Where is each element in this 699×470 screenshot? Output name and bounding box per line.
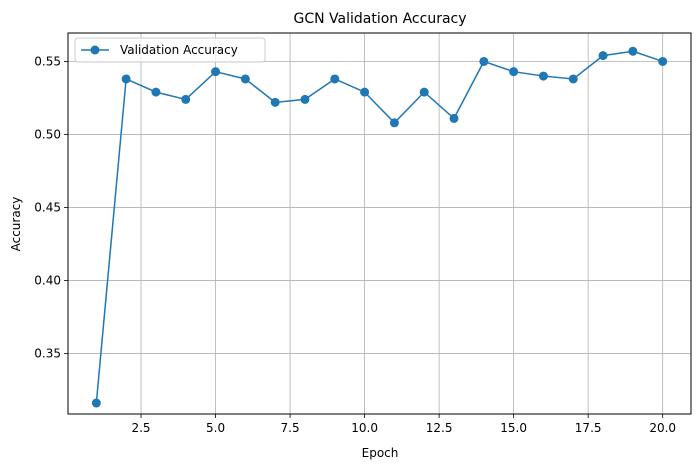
- y-tick-label: 0.50: [34, 127, 61, 141]
- data-point: [270, 97, 280, 107]
- data-point: [389, 118, 399, 128]
- data-point: [211, 67, 221, 77]
- legend-marker: [90, 45, 100, 55]
- x-tick-label: 7.5: [281, 421, 300, 435]
- data-point: [330, 74, 340, 84]
- x-tick-label: 15.0: [500, 421, 527, 435]
- data-point: [658, 56, 668, 66]
- x-ticks: 2.5 5.0 7.5 10.0 12.5 15.0 17.5 20.0: [131, 414, 676, 435]
- data-point: [240, 74, 250, 84]
- data-point: [151, 87, 161, 97]
- data-point: [538, 71, 548, 81]
- data-point: [360, 87, 370, 97]
- x-tick-label: 5.0: [206, 421, 225, 435]
- legend-label: Validation Accuracy: [120, 43, 238, 57]
- data-point: [121, 74, 131, 84]
- y-axis-label: Accuracy: [9, 197, 23, 252]
- y-ticks: 0.35 0.40 0.45 0.50 0.55: [34, 54, 68, 360]
- y-tick-label: 0.45: [34, 200, 61, 214]
- data-point: [419, 87, 429, 97]
- series-layer: [91, 46, 668, 408]
- data-point: [598, 51, 608, 61]
- y-tick-label: 0.35: [34, 346, 61, 360]
- data-point: [479, 56, 489, 66]
- y-tick-label: 0.55: [34, 54, 61, 68]
- data-point: [91, 398, 101, 408]
- x-tick-label: 20.0: [649, 421, 676, 435]
- x-tick-label: 2.5: [131, 421, 150, 435]
- y-tick-label: 0.40: [34, 273, 61, 287]
- x-tick-label: 12.5: [426, 421, 453, 435]
- chart-title: GCN Validation Accuracy: [293, 11, 466, 27]
- legend-box: [74, 37, 266, 63]
- data-point: [181, 94, 191, 104]
- x-tick-label: 17.5: [575, 421, 602, 435]
- plot-frame: [67, 32, 692, 415]
- data-point: [628, 46, 638, 56]
- data-point: [568, 74, 578, 84]
- data-point: [449, 113, 459, 123]
- grid: [68, 33, 691, 414]
- legend: Validation Accuracy: [74, 37, 266, 63]
- x-axis-label: Epoch: [362, 446, 399, 460]
- x-tick-label: 10.0: [351, 421, 378, 435]
- data-point: [509, 67, 519, 77]
- series-line: [95, 50, 663, 404]
- data-point: [300, 94, 310, 104]
